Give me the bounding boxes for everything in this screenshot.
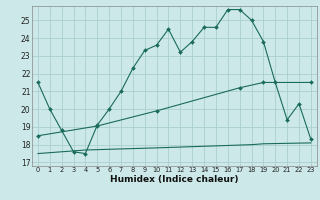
X-axis label: Humidex (Indice chaleur): Humidex (Indice chaleur) [110, 175, 239, 184]
